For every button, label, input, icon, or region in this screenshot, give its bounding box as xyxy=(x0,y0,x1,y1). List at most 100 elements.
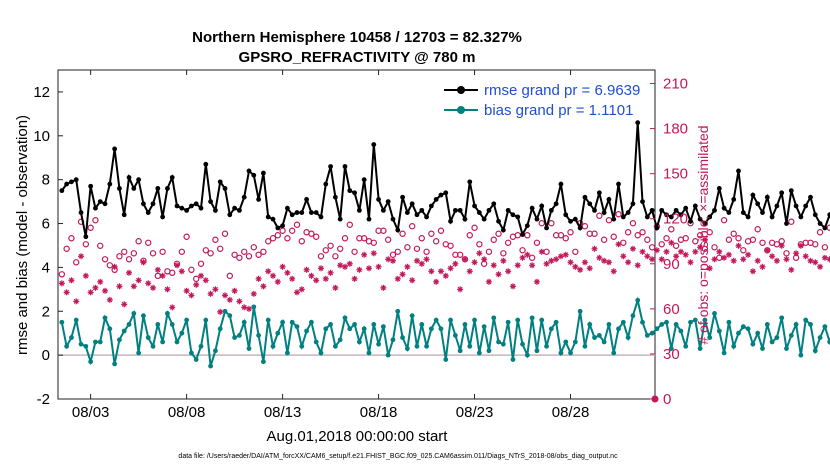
obs-assimilated-point xyxy=(605,259,612,266)
obs-possible-point xyxy=(221,230,229,237)
asterisk-stroke xyxy=(601,258,607,264)
obs-possible-point xyxy=(668,226,675,233)
obs-possible-point xyxy=(197,260,205,267)
y-tick-label: -2 xyxy=(37,391,50,408)
line-layer xyxy=(59,120,830,369)
rmse-point xyxy=(189,203,194,209)
obs-assimilated-point xyxy=(476,250,483,257)
obs-possible-point xyxy=(250,244,258,251)
obs-possible-point xyxy=(706,229,713,236)
obs-possible-point xyxy=(533,239,541,246)
obs-assimilated-point xyxy=(658,256,665,263)
asterisk-stroke xyxy=(265,268,271,274)
obs-assimilated-point xyxy=(500,257,507,264)
bias-point xyxy=(366,350,372,356)
obs-possible-point xyxy=(212,236,219,243)
bias-point xyxy=(107,326,113,332)
bias-point xyxy=(472,317,477,323)
asterisk-stroke xyxy=(716,249,722,255)
rmse-point xyxy=(601,210,607,215)
rmse-point xyxy=(198,205,204,211)
obs-possible-point xyxy=(783,250,790,257)
obs-possible-point xyxy=(308,230,315,237)
bias-point xyxy=(625,335,631,340)
x-tick-label: 08/23 xyxy=(456,404,494,421)
asterisk-stroke xyxy=(390,258,396,264)
asterisk-stroke xyxy=(131,283,137,289)
obs-possible-point xyxy=(298,238,305,245)
obs-possible-point xyxy=(423,248,430,255)
rmse-point xyxy=(78,210,84,215)
obs-assimilated-point xyxy=(812,259,819,266)
bias-point xyxy=(630,313,636,319)
rmse-point xyxy=(313,210,319,215)
obs-assimilated-point xyxy=(260,283,267,290)
obs-assimilated-point xyxy=(178,268,185,275)
bias-point xyxy=(524,352,530,358)
obs-possible-point xyxy=(346,221,353,228)
rmse-point xyxy=(740,210,746,215)
obs-assimilated-point xyxy=(649,256,656,263)
asterisk-stroke xyxy=(193,282,199,288)
bias-point xyxy=(136,350,142,356)
rmse-point xyxy=(371,142,377,147)
obs-assimilated-point xyxy=(102,287,109,294)
obs-assimilated-point xyxy=(317,265,324,272)
asterisk-stroke xyxy=(179,268,185,274)
obs-possible-point xyxy=(351,248,358,255)
obs-assimilated-point xyxy=(222,292,229,299)
y-tick-label: 10 xyxy=(33,128,50,145)
asterisk-stroke xyxy=(140,259,146,265)
rmse-point xyxy=(544,225,549,231)
asterisk-stroke xyxy=(304,267,310,273)
rmse-point xyxy=(491,201,497,207)
obs-possible-point xyxy=(149,250,157,257)
obs-assimilated-point xyxy=(783,256,790,263)
asterisk-stroke xyxy=(644,253,650,259)
asterisk-stroke xyxy=(145,280,151,286)
obs-possible-point xyxy=(485,248,493,255)
bias-point xyxy=(208,363,214,369)
obs-assimilated-point xyxy=(581,259,588,266)
obs-assimilated-point xyxy=(452,260,459,267)
bias-point xyxy=(481,324,487,330)
asterisk-stroke xyxy=(352,276,358,282)
bias-point xyxy=(318,350,324,356)
obs-assimilated-point xyxy=(351,275,358,282)
obs-possible-point xyxy=(557,232,565,239)
obs-possible-point xyxy=(812,241,819,248)
asterisk-stroke xyxy=(217,309,223,315)
bias-point xyxy=(476,350,482,356)
bias-point xyxy=(280,319,285,325)
obs-assimilated-point xyxy=(375,263,382,270)
bias-point xyxy=(740,324,746,330)
asterisk-stroke xyxy=(707,265,713,271)
obs-assimilated-point xyxy=(246,305,253,312)
bias-point xyxy=(673,322,679,327)
asterisk-stroke xyxy=(606,259,612,265)
bias-point xyxy=(404,346,410,351)
asterisk-stroke xyxy=(798,243,804,249)
obs-possible-point xyxy=(312,233,320,240)
bias-point xyxy=(553,319,559,325)
obs-possible-point xyxy=(476,241,483,248)
y-right-tick-label: 180 xyxy=(663,121,688,138)
bias-point xyxy=(448,317,453,323)
obs-possible-point xyxy=(437,227,445,234)
rmse-point xyxy=(112,146,118,152)
asterisk-stroke xyxy=(438,268,444,274)
rmse-point xyxy=(721,205,727,211)
bias-point xyxy=(217,326,223,332)
rmse-point xyxy=(328,164,333,169)
bias-point xyxy=(764,322,770,327)
rmse-point xyxy=(808,194,813,200)
obs-possible-point xyxy=(418,235,425,242)
obs-assimilated-point xyxy=(154,266,161,273)
rmse-point xyxy=(510,212,516,218)
asterisk-stroke xyxy=(630,246,636,252)
bias-point xyxy=(83,343,89,349)
rmse-point xyxy=(697,216,703,222)
obs-assimilated-point xyxy=(327,269,334,276)
asterisk-stroke xyxy=(452,261,458,267)
obs-possible-point xyxy=(399,230,406,237)
